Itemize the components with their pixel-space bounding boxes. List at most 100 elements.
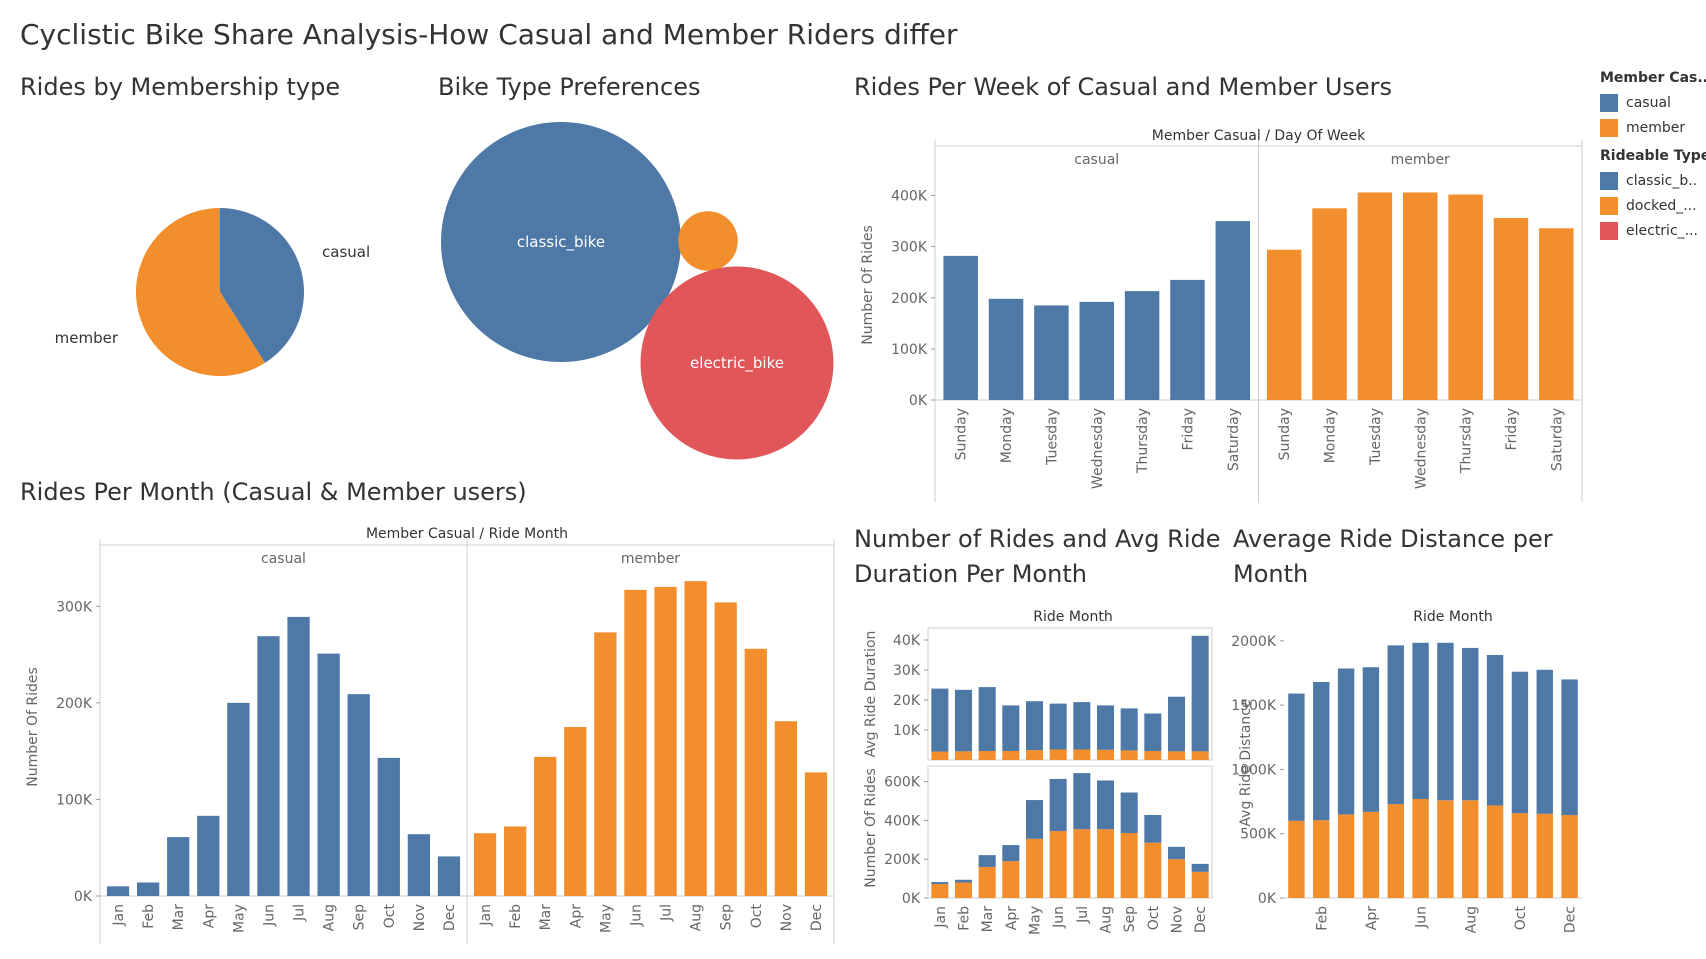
distance-bar-casual[interactable]: [1561, 679, 1578, 816]
distance-bar-member[interactable]: [1511, 813, 1529, 898]
count-bar-casual[interactable]: [1002, 845, 1020, 862]
monthly-bar[interactable]: [317, 653, 340, 896]
monthly-bar[interactable]: [106, 886, 130, 896]
monthly-bar[interactable]: [534, 756, 557, 896]
duration-bar-member[interactable]: [1073, 749, 1091, 761]
distance-bar-casual[interactable]: [1486, 655, 1504, 806]
duration-bar-casual[interactable]: [1025, 701, 1044, 751]
count-bar-member[interactable]: [1096, 829, 1115, 898]
count-bar-member[interactable]: [1073, 829, 1091, 898]
distance-bar-casual[interactable]: [1337, 668, 1355, 815]
distance-bar-casual[interactable]: [1437, 642, 1454, 801]
distance-bar-casual[interactable]: [1362, 667, 1380, 812]
bubble-classic_bike[interactable]: [441, 122, 681, 362]
distance-bar-member[interactable]: [1486, 805, 1504, 898]
weekly-bar[interactable]: [1539, 228, 1574, 400]
duration-bar-casual[interactable]: [1002, 705, 1020, 751]
distance-bar-member[interactable]: [1561, 815, 1578, 898]
duration-bar-member[interactable]: [1096, 749, 1115, 760]
weekly-bar[interactable]: [1403, 192, 1438, 400]
duration-bar-member[interactable]: [1025, 750, 1044, 760]
weekly-bar[interactable]: [1079, 301, 1114, 400]
duration-bar-member[interactable]: [1002, 751, 1020, 760]
count-bar-member[interactable]: [1191, 871, 1209, 898]
duration-bar-casual[interactable]: [931, 688, 949, 752]
count-bar-member[interactable]: [1025, 838, 1044, 898]
distance-bar-member[interactable]: [1362, 811, 1380, 898]
distance-bar-casual[interactable]: [1412, 642, 1429, 799]
distance-bar-casual[interactable]: [1511, 671, 1529, 814]
weekly-bar[interactable]: [988, 298, 1024, 400]
weekly-bar[interactable]: [1312, 208, 1347, 400]
legend-item-member[interactable]: member: [1600, 115, 1706, 140]
monthly-bar[interactable]: [347, 694, 370, 896]
duration-bar-casual[interactable]: [1167, 696, 1186, 752]
distance-bar-casual[interactable]: [1288, 693, 1305, 821]
distance-bar-member[interactable]: [1288, 820, 1305, 898]
count-bar-casual[interactable]: [1096, 780, 1115, 830]
count-bar-member[interactable]: [931, 884, 949, 898]
duration-bar-member[interactable]: [1167, 751, 1186, 760]
distance-bar-member[interactable]: [1412, 799, 1429, 898]
monthly-bar[interactable]: [167, 837, 190, 896]
duration-bar-member[interactable]: [931, 751, 949, 760]
distance-bar-member[interactable]: [1536, 813, 1553, 898]
duration-bar-casual[interactable]: [1073, 702, 1091, 750]
monthly-bar[interactable]: [804, 772, 828, 896]
count-bar-casual[interactable]: [1144, 814, 1162, 843]
bubble-docked_bike[interactable]: [678, 211, 738, 271]
count-bar-member[interactable]: [1167, 859, 1186, 898]
monthly-bar[interactable]: [594, 632, 617, 896]
duration-bar-casual[interactable]: [954, 689, 973, 752]
monthly-bar[interactable]: [744, 648, 767, 896]
duration-bar-member[interactable]: [1144, 751, 1162, 760]
monthly-bar[interactable]: [257, 636, 280, 896]
monthly-bar[interactable]: [624, 589, 647, 896]
duration-bar-casual[interactable]: [1191, 635, 1209, 752]
weekly-bar[interactable]: [1266, 249, 1302, 400]
distance-bar-casual[interactable]: [1536, 669, 1553, 814]
duration-bar-casual[interactable]: [1144, 713, 1162, 752]
pie-slice-casual[interactable]: [220, 208, 304, 363]
count-bar-casual[interactable]: [1167, 846, 1186, 860]
weekly-bar[interactable]: [1448, 194, 1483, 400]
distance-bar-member[interactable]: [1387, 804, 1404, 898]
distance-bar-member[interactable]: [1337, 814, 1355, 898]
monthly-bar[interactable]: [774, 721, 798, 896]
count-bar-casual[interactable]: [1120, 792, 1138, 834]
distance-bar-casual[interactable]: [1387, 645, 1404, 805]
count-bar-casual[interactable]: [1049, 778, 1067, 832]
monthly-bar[interactable]: [287, 616, 310, 896]
weekly-bar[interactable]: [1215, 221, 1251, 400]
monthly-bar[interactable]: [437, 856, 461, 896]
weekly-bar[interactable]: [1357, 192, 1393, 400]
duration-bar-casual[interactable]: [1049, 703, 1067, 750]
duration-bar-member[interactable]: [1120, 750, 1138, 760]
distance-bar-casual[interactable]: [1313, 682, 1330, 821]
pie-slice-member[interactable]: [136, 208, 266, 376]
weekly-bar[interactable]: [943, 255, 978, 400]
count-bar-member[interactable]: [1144, 842, 1162, 898]
monthly-bar[interactable]: [473, 833, 497, 896]
weekly-bar[interactable]: [1493, 218, 1529, 400]
monthly-bar[interactable]: [564, 727, 587, 896]
count-bar-casual[interactable]: [1025, 800, 1044, 839]
distance-bar-member[interactable]: [1313, 820, 1330, 898]
count-bar-member[interactable]: [1120, 833, 1138, 898]
count-bar-member[interactable]: [954, 882, 973, 898]
legend-item-classic[interactable]: classic_b..: [1600, 168, 1706, 193]
count-bar-casual[interactable]: [1073, 773, 1091, 830]
weekly-bar[interactable]: [1034, 305, 1069, 400]
count-bar-member[interactable]: [1002, 861, 1020, 898]
duration-bar-casual[interactable]: [1096, 705, 1115, 750]
duration-bar-member[interactable]: [978, 751, 996, 760]
monthly-bar[interactable]: [227, 702, 250, 896]
monthly-bar[interactable]: [407, 834, 431, 896]
count-bar-casual[interactable]: [954, 879, 973, 883]
distance-bar-member[interactable]: [1462, 800, 1479, 898]
duration-bar-casual[interactable]: [1120, 708, 1138, 751]
monthly-bar[interactable]: [377, 757, 400, 896]
count-bar-casual[interactable]: [978, 855, 996, 867]
legend-item-docked[interactable]: docked_...: [1600, 193, 1706, 218]
legend-item-electric[interactable]: electric_...: [1600, 218, 1706, 243]
